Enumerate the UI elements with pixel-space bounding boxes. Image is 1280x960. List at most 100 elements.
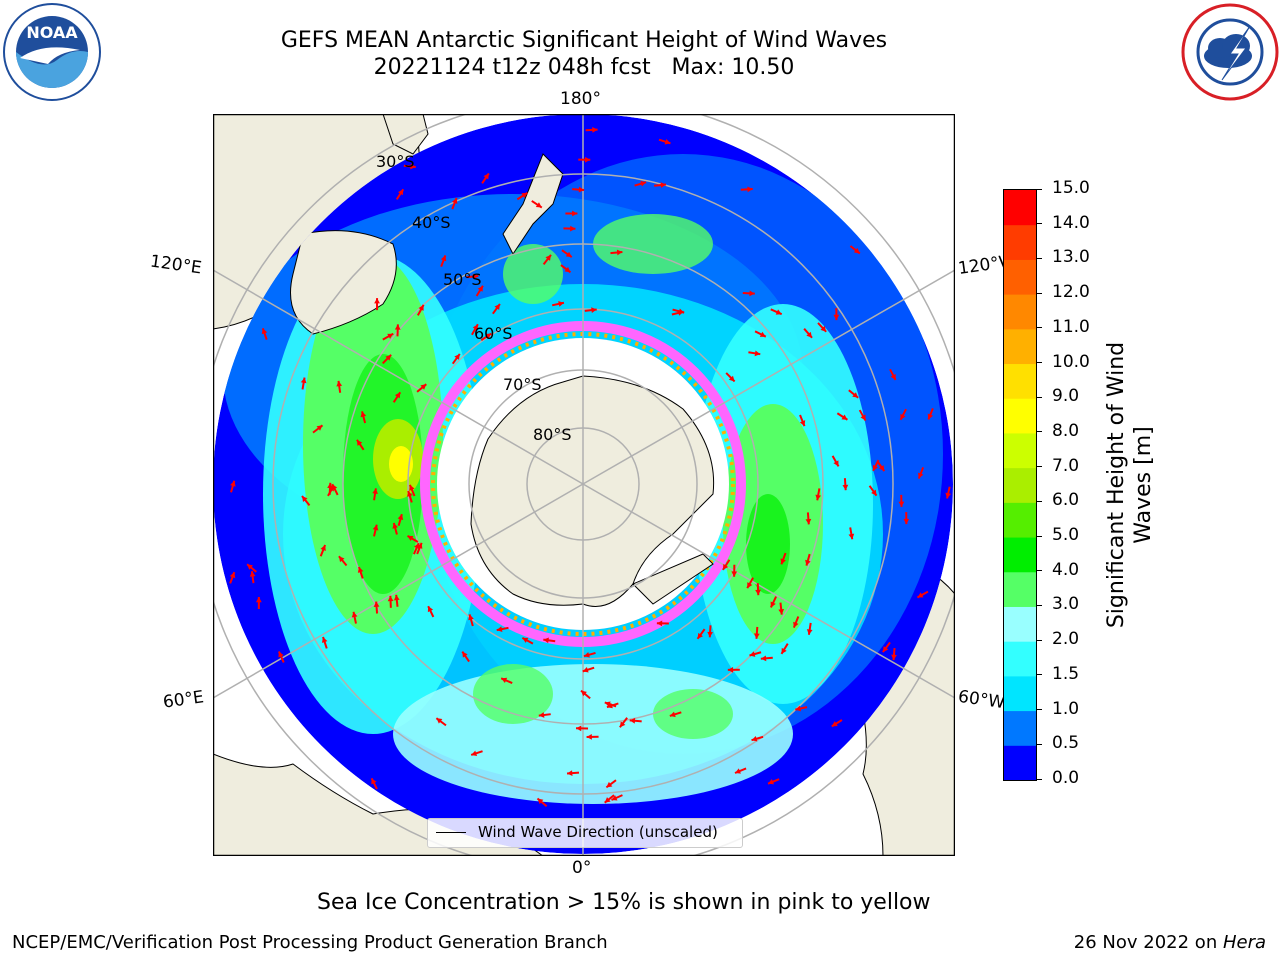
title-line-2: 20221124 t12z 048h fcst Max: 10.50 — [373, 55, 795, 80]
wind-arrow-head — [522, 637, 529, 643]
colorbar-swatch — [1004, 398, 1036, 434]
wind-arrow-head — [592, 127, 598, 133]
wind-arrow-head — [316, 425, 323, 431]
wind-arrow-head — [778, 609, 785, 615]
wind-arrow-head — [780, 558, 786, 565]
wind-arrow-head — [452, 197, 458, 204]
nws-logo — [1180, 2, 1280, 102]
wind-arrow-head — [820, 325, 827, 332]
map-svg — [212, 113, 956, 857]
wind-arrow-head — [806, 331, 813, 338]
colorbar-tick-mark — [1036, 223, 1042, 225]
lon-label-60w: 60°W — [956, 686, 1007, 714]
wind-arrow-head — [468, 614, 474, 621]
wind-arrow-head — [255, 597, 262, 603]
colorbar-tick-label: 10.0 — [1052, 351, 1090, 372]
colorbar-tick-label: 2.0 — [1052, 629, 1080, 650]
wind-arrow-head — [249, 571, 256, 577]
wind-arrow-head — [496, 626, 503, 632]
wind-arrow-head — [360, 411, 367, 418]
lon-label-180: 180° — [560, 89, 601, 109]
wind-arrow-head — [660, 182, 667, 188]
wind-arrow-head — [372, 488, 378, 495]
wind-arrow-head — [407, 490, 413, 497]
colorbar-tick-mark — [1036, 743, 1042, 745]
wind-arrow-head — [462, 651, 468, 658]
wind-arrow-head — [387, 595, 394, 602]
map-legend: Wind Wave Direction (unscaled) — [427, 818, 743, 848]
legend-label: Wind Wave Direction (unscaled) — [478, 823, 718, 841]
wind-arrow-head — [472, 273, 479, 280]
wind-arrow-head — [734, 768, 741, 774]
wind-arrow-head — [578, 186, 585, 193]
wind-arrow-head — [751, 735, 758, 742]
colorbar-swatch — [1004, 467, 1036, 503]
wind-arrow-head — [731, 571, 738, 577]
wind-arrow-head — [409, 484, 415, 491]
colorbar-swatches — [1004, 190, 1036, 781]
wind-arrow-head — [321, 636, 328, 643]
colorbar-swatch — [1004, 224, 1036, 260]
wind-arrow-head — [841, 414, 848, 420]
wind-arrow-head — [576, 725, 582, 732]
wind-arrow-head — [755, 589, 761, 596]
wind-arrow-head — [900, 413, 906, 420]
wind-arrow-head — [799, 420, 806, 427]
colorbar-tick-label: 12.0 — [1052, 282, 1090, 303]
colorbar-swatch — [1004, 606, 1036, 642]
colorbar-swatch — [1004, 675, 1036, 712]
colorbar-tick-mark — [1036, 604, 1042, 606]
wind-arrow-head — [572, 210, 578, 217]
colorbar-tick-label: 15.0 — [1052, 178, 1090, 198]
colorbar-tick-label: 1.5 — [1052, 663, 1080, 684]
colorbar-tick-label: 8.0 — [1052, 420, 1080, 441]
lat-label-40s: 40°S — [412, 213, 451, 232]
wave-field — [213, 114, 953, 854]
colorbar — [1003, 189, 1037, 781]
colorbar-swatch — [1004, 502, 1036, 538]
wind-arrow-head — [537, 798, 544, 805]
wind-arrow-head — [727, 666, 734, 673]
machine-name: Hera — [1222, 932, 1266, 953]
wind-arrow-head — [882, 646, 889, 653]
wind-arrow-head — [387, 333, 394, 339]
wind-arrow-head — [581, 690, 587, 697]
wind-arrow-head — [584, 156, 591, 163]
wind-arrow-head — [697, 632, 703, 639]
colorbar-tick-label: 14.0 — [1052, 212, 1090, 233]
wind-arrow-head — [747, 186, 753, 193]
colorbar-tick-label: 3.0 — [1052, 594, 1080, 615]
wind-arrow-head — [591, 307, 597, 313]
wind-arrow-head — [759, 331, 766, 337]
wind-arrow-head — [872, 464, 879, 471]
wind-arrow-head — [806, 629, 813, 635]
wind-arrow-head — [558, 301, 564, 307]
map-frame — [212, 113, 956, 857]
wind-arrow-head — [247, 564, 253, 570]
wind-arrow-head — [640, 180, 647, 187]
wind-arrow-head — [454, 353, 460, 360]
lon-label-0: 0° — [572, 858, 592, 878]
wind-arrow-head — [371, 778, 377, 785]
wind-arrow-head — [611, 795, 618, 801]
wind-arrow-head — [793, 621, 799, 628]
wind-arrow-head — [586, 734, 592, 740]
wind-arrow-head — [878, 465, 885, 472]
lat-label-60s: 60°S — [474, 324, 513, 343]
wind-arrow-head — [606, 781, 613, 788]
colorbar-tick-mark — [1036, 431, 1042, 433]
noaa-logo: NOAA — [2, 2, 102, 102]
wind-arrow-head — [927, 413, 934, 420]
wind-arrow-head — [300, 377, 307, 384]
wind-arrow-head — [418, 304, 424, 311]
wind-arrow-head — [833, 314, 840, 321]
date-text: 26 Nov 2022 on — [1073, 932, 1223, 953]
wind-arrow-head — [420, 384, 427, 390]
wind-arrow-head — [805, 559, 811, 566]
wind-arrow-head — [707, 631, 713, 638]
wind-arrow-head — [770, 601, 776, 608]
wind-arrow-head — [570, 225, 576, 232]
wind-arrow-head — [278, 651, 284, 658]
wind-arrow-head — [413, 543, 420, 550]
colorbar-tick-mark — [1036, 570, 1042, 572]
